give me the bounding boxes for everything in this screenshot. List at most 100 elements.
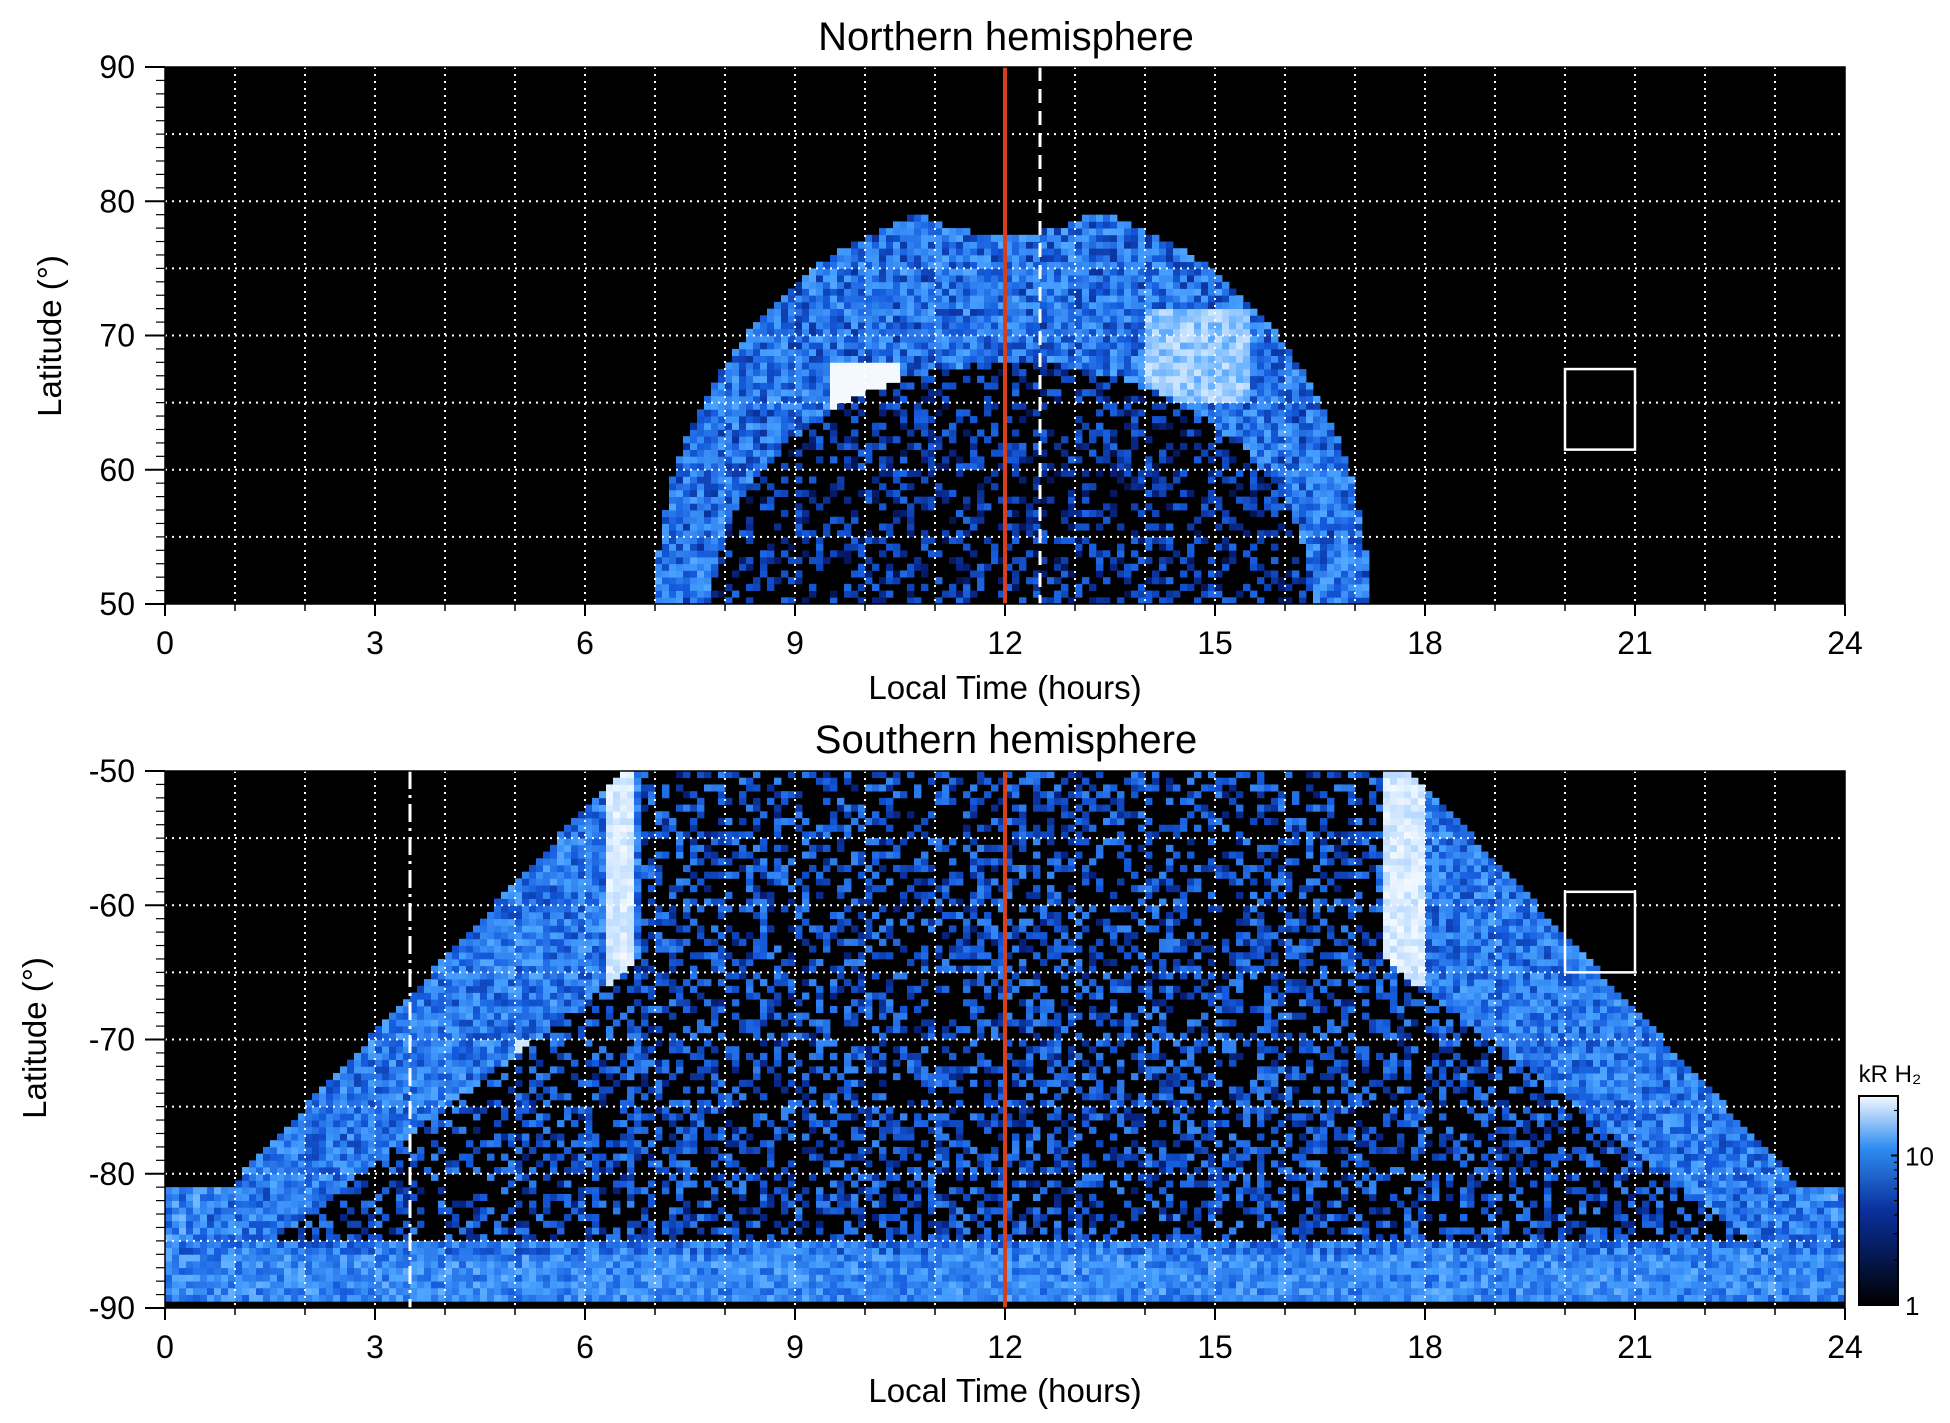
heatmap-cell	[515, 958, 523, 967]
heatmap-cell	[858, 342, 866, 350]
heatmap-cell	[1138, 590, 1146, 598]
heatmap-cell	[816, 503, 824, 511]
heatmap-cell	[914, 268, 922, 276]
heatmap-cell	[753, 483, 761, 491]
heatmap-cell	[1124, 469, 1132, 477]
heatmap-cell	[1131, 335, 1139, 343]
heatmap-cell	[809, 342, 817, 350]
heatmap-cell	[431, 979, 439, 987]
heatmap-cell	[1222, 382, 1230, 390]
heatmap-cell	[445, 1052, 453, 1061]
heatmap-cell	[207, 1193, 215, 1201]
heatmap-cell	[1334, 536, 1342, 544]
heatmap-cell	[529, 905, 537, 913]
heatmap-cell	[1054, 577, 1062, 585]
heatmap-cell	[1187, 342, 1195, 350]
heatmap-cell	[347, 1274, 355, 1282]
heatmap-cell	[851, 248, 859, 256]
heatmap-cell	[928, 234, 936, 242]
heatmap-cell	[1145, 234, 1153, 242]
heatmap-cell	[431, 1005, 439, 1014]
heatmap-cell	[1110, 275, 1118, 283]
heatmap-cell	[704, 483, 712, 491]
heatmap-cell	[193, 1267, 201, 1275]
heatmap-cell	[1089, 301, 1097, 310]
heatmap-cell	[991, 429, 999, 437]
heatmap-cell	[676, 516, 684, 524]
heatmap-cell	[389, 1227, 397, 1235]
heatmap-cell	[417, 1220, 425, 1228]
heatmap-cell	[1019, 523, 1027, 531]
heatmap-cell	[529, 1046, 537, 1054]
heatmap-cell	[543, 932, 551, 940]
heatmap-cell	[312, 1133, 320, 1141]
heatmap-cell	[907, 483, 915, 491]
heatmap-cell	[830, 489, 838, 497]
heatmap-cell	[200, 1207, 208, 1215]
heatmap-cell	[536, 1160, 544, 1168]
heatmap-cell	[711, 516, 719, 524]
heatmap-cell	[669, 496, 677, 504]
heatmap-cell	[669, 503, 677, 511]
heatmap-cell	[515, 952, 523, 960]
heatmap-cell	[508, 925, 516, 933]
heatmap-cell	[1040, 315, 1048, 323]
heatmap-cell	[746, 456, 754, 464]
heatmap-cell	[1103, 516, 1111, 524]
heatmap-cell	[1236, 496, 1244, 504]
heatmap-cell	[914, 496, 922, 504]
heatmap-cell	[879, 281, 887, 289]
heatmap-cell	[1131, 248, 1139, 256]
heatmap-cell	[536, 918, 544, 926]
heatmap-cell	[774, 328, 782, 336]
heatmap-cell	[998, 315, 1006, 323]
heatmap-cell	[522, 1032, 530, 1040]
heatmap-cell	[312, 1207, 320, 1215]
heatmap-cell	[809, 583, 817, 591]
heatmap-cell	[396, 1106, 404, 1114]
heatmap-cell	[1201, 590, 1209, 598]
heatmap-cell	[368, 1261, 376, 1269]
heatmap-cell	[795, 281, 803, 289]
heatmap-cell	[375, 1059, 383, 1067]
heatmap-cell	[1131, 429, 1139, 437]
heatmap-cell	[893, 261, 901, 269]
heatmap-cell	[200, 1261, 208, 1269]
heatmap-cell	[914, 335, 922, 343]
heatmap-cell	[354, 1153, 362, 1161]
heatmap-cell	[1047, 328, 1055, 336]
heatmap-cell	[1278, 597, 1286, 605]
heatmap-cell	[1026, 268, 1034, 276]
heatmap-cell	[494, 918, 502, 926]
heatmap-cell	[1040, 241, 1048, 249]
heatmap-cell	[1145, 489, 1153, 497]
heatmap-cell	[767, 409, 775, 417]
heatmap-cell	[767, 483, 775, 491]
heatmap-cell	[1089, 261, 1097, 269]
heatmap-cell	[389, 1113, 397, 1121]
heatmap-cell	[459, 1247, 467, 1255]
heatmap-cell	[333, 1133, 341, 1141]
heatmap-cell	[802, 409, 810, 417]
x-tick-label: 21	[1617, 625, 1653, 661]
heatmap-cell	[298, 1200, 306, 1208]
heatmap-cell	[858, 348, 866, 357]
heatmap-cell	[410, 1193, 418, 1201]
heatmap-cell	[900, 469, 908, 477]
heatmap-cell	[431, 1153, 439, 1161]
heatmap-cell	[1327, 429, 1335, 437]
heatmap-cell	[277, 1160, 285, 1168]
heatmap-cell	[382, 1287, 390, 1295]
heatmap-cell	[781, 375, 789, 383]
heatmap-cell	[886, 523, 894, 531]
heatmap-cell	[844, 261, 852, 269]
heatmap-cell	[354, 1059, 362, 1067]
heatmap-cell	[214, 1227, 222, 1235]
heatmap-cell	[1194, 570, 1202, 578]
heatmap-cell	[704, 449, 712, 457]
heatmap-cell	[515, 1026, 523, 1034]
heatmap-cell	[865, 375, 873, 383]
heatmap-cell	[690, 469, 698, 477]
heatmap-cell	[1047, 577, 1055, 585]
heatmap-cell	[403, 1207, 411, 1215]
